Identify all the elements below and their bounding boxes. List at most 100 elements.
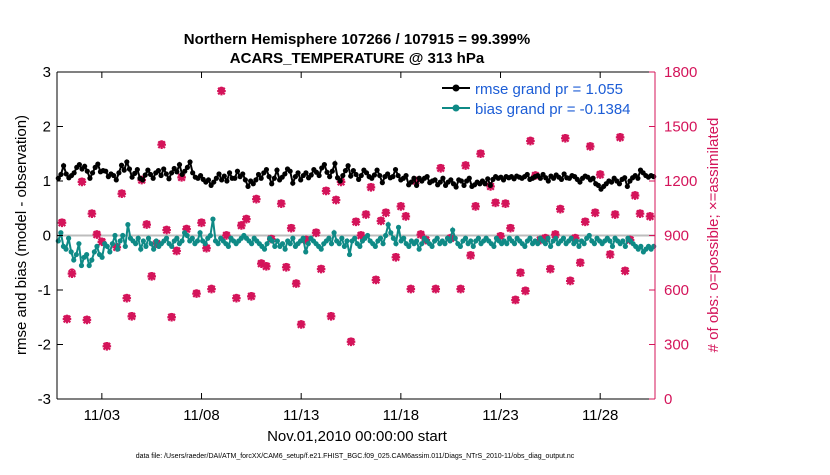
obs-assimilated-marker [361,210,371,219]
bias-point [148,241,154,247]
obs-assimilated-marker [521,286,530,296]
bias-point [622,243,628,249]
bias-point [274,238,280,244]
obs-assimilated-marker [232,293,241,303]
bias-point [58,230,64,236]
bias-point [109,241,116,247]
bias-point [470,243,476,249]
rmse-point [226,170,233,176]
obs-assimilated-marker [456,284,465,294]
left-y-tick-label: 0 [43,228,51,245]
right-y-axis-label: # of obs: o=possible; ×=assimilated [705,118,722,353]
x-axis-label: Nov.01,2010 00:00:00 start [267,428,448,445]
rmse-point [292,174,299,180]
obs-assimilated-marker [346,337,356,347]
right-y-tick-label: 1500 [664,119,697,136]
chart-title-line1: Northern Hemisphere 107266 / 107915 = 99… [184,31,530,48]
obs-assimilated-marker [590,208,600,218]
bias-point [511,241,518,247]
rmse-point [71,170,77,176]
obs-assimilated-marker [97,237,107,247]
obs-assimilated-marker [286,223,296,233]
bias-point [287,241,293,247]
obs-assimilated-marker [142,220,151,229]
bias-point [73,251,79,258]
bias-point [372,243,378,249]
rmse-point [240,171,246,177]
rmse-point [234,168,241,174]
obs-assimilated-marker [207,284,216,294]
rmse-point [408,179,414,185]
obs-assimilated-marker [67,269,77,278]
bias-point [264,241,270,247]
rmse-point [651,174,657,180]
bias-point [442,241,448,247]
bias-point [447,238,453,244]
bias-point [112,232,118,239]
bias-point [151,246,157,252]
rmse-point [298,177,304,183]
bias-point [84,251,90,258]
rmse-point [129,174,135,180]
rmse-point [358,172,364,179]
bias-point [189,235,195,241]
right-y-tick-label: 600 [664,282,689,299]
rmse-point [274,167,280,173]
bias-point [607,238,613,244]
rmse-point [482,181,488,187]
rmse-point [448,177,454,183]
obs-assimilated-marker [406,284,416,294]
obs-assimilated-marker [87,209,97,218]
rmse-point [287,168,293,174]
rmse-point [158,172,164,179]
rmse-point [316,172,322,179]
bias-point [383,232,389,239]
obs-assimilated-marker [615,133,625,142]
rmse-point [440,175,446,181]
rmse-point [166,176,172,182]
obs-assimilated-marker [157,140,166,149]
x-tick-label: 11/03 [84,407,120,424]
bias-point [107,249,113,255]
obs-assimilated-marker [376,216,386,226]
bias-point [303,249,309,255]
rmse-point [224,178,230,184]
rmse-point [82,163,88,169]
rmse-point [255,171,262,178]
bias-point [462,235,469,241]
obs-assimilated-marker [291,279,301,288]
x-tick-label: 11/23 [482,407,518,424]
rmse-point [395,172,401,179]
rmse-point [121,167,127,173]
bias-point [535,241,541,247]
bias-point [339,235,345,241]
rmse-point [140,177,146,183]
obs-assimilated-marker [471,202,480,211]
bias-point [388,230,394,236]
rmse-point [113,177,119,183]
rmse-point [558,176,565,182]
rmse-point [111,172,117,179]
obs-assimilated-marker [381,208,391,218]
bias-point [377,235,384,241]
rmse-point [324,169,330,175]
rmse-point [242,177,248,183]
bias-point [86,262,92,269]
rmse-point [250,181,256,187]
obs-assimilated-marker [316,264,326,274]
bias-point [290,235,296,241]
rmse-point [342,168,349,174]
bias-point [542,241,549,247]
obs-assimilated-marker [630,191,640,200]
rmse-point [590,175,596,181]
bias-point [65,235,72,241]
obs-assimilated-marker [466,251,475,260]
bias-point [352,235,358,241]
right-y-tick-label: 0 [664,391,672,408]
bias-point [638,243,644,249]
rmse-point [211,179,217,185]
bias-point [120,232,126,239]
bias-point [553,235,559,241]
rmse-point [271,175,277,181]
rmse-point [103,168,109,174]
